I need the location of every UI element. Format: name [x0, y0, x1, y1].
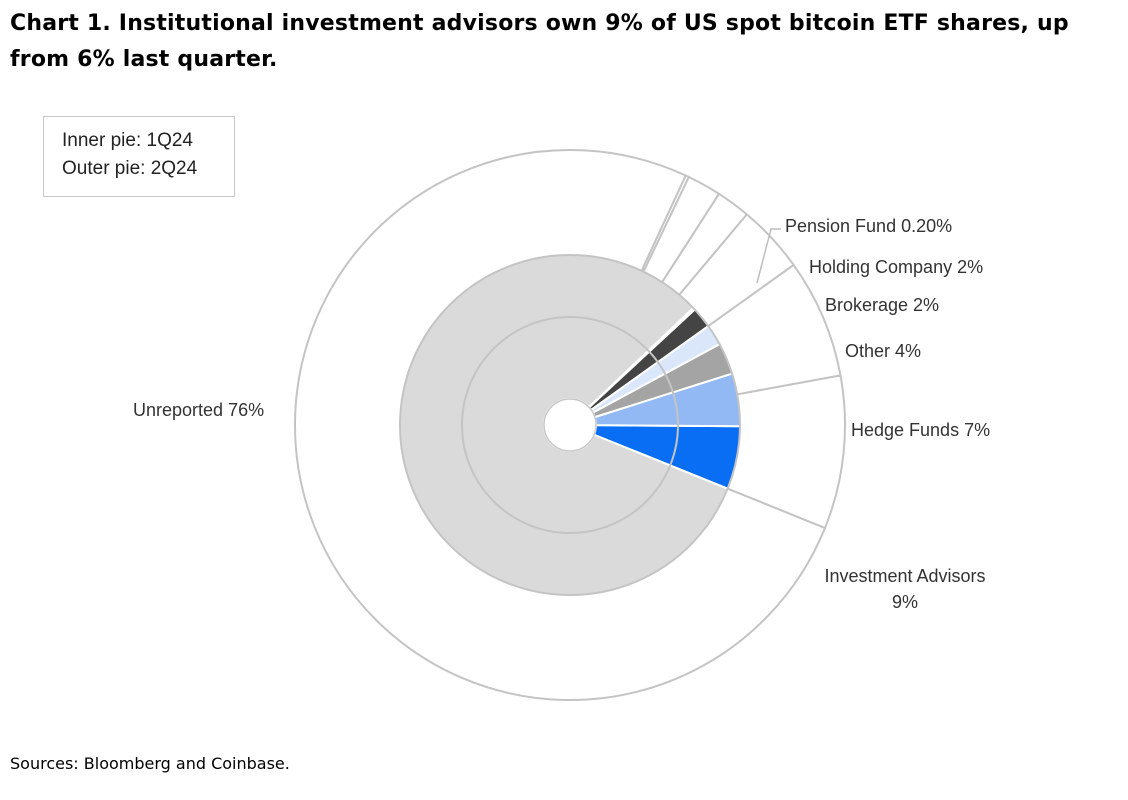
- outer-slice-unreported: [294, 149, 827, 701]
- label-investment-advisors: Investment Advisors: [824, 566, 985, 586]
- legend-inner-entry: Inner pie: 1Q24: [62, 130, 193, 151]
- chart-title: Chart 1. Institutional investment adviso…: [10, 11, 1069, 72]
- label-other: Other 4%: [845, 341, 921, 361]
- legend-box: Inner pie: 1Q24 Outer pie: 2Q24: [43, 116, 235, 197]
- label-pension-fund: Pension Fund 0.20%: [785, 216, 952, 236]
- label-hedge-funds: Hedge Funds 7%: [851, 420, 990, 440]
- label-investment-advisors-pct: 9%: [892, 592, 918, 612]
- legend-outer-entry: Outer pie: 2Q24: [62, 158, 198, 179]
- label-brokerage: Brokerage 2%: [825, 295, 939, 315]
- slice-labels: Unreported 76% Pension Fund 0.20% Holdin…: [133, 216, 990, 612]
- source-note: Sources: Bloomberg and Coinbase.: [10, 754, 290, 773]
- label-unreported: Unreported 76%: [133, 400, 264, 420]
- label-leader-lines: [756, 228, 781, 284]
- label-holding-company: Holding Company 2%: [809, 257, 983, 277]
- ring-divider-circle: [461, 316, 679, 534]
- center-hole: [543, 398, 597, 452]
- pension-fund-leader-line: [756, 228, 781, 284]
- outer-ring-2q24: [294, 149, 846, 701]
